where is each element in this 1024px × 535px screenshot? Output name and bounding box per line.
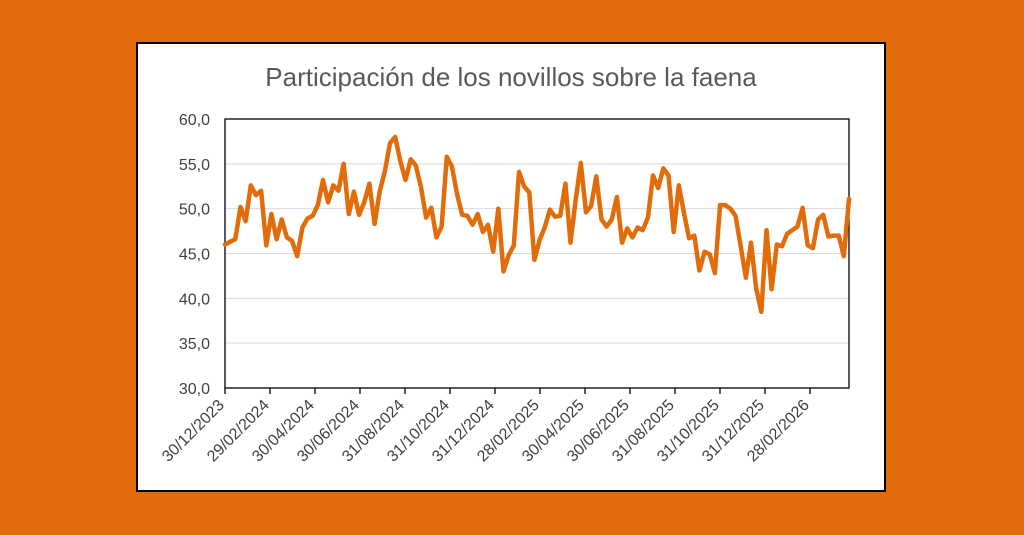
y-tick-label: 30,0 (179, 381, 210, 398)
plot-area-border (224, 118, 850, 389)
series-line (222, 134, 852, 315)
y-axis-ticks: 30,0 35,0 40,0 45,0 50,0 55,0 60,0 (179, 112, 210, 398)
line-chart: Participación de los novillos sobre la f… (159, 62, 852, 465)
y-tick-label: 55,0 (179, 157, 210, 174)
gridlines (225, 118, 849, 344)
y-tick-label: 45,0 (179, 247, 210, 264)
x-axis-ticks: 30/12/202329/02/202430/04/202430/06/2024… (159, 388, 813, 465)
chart-title: Participación de los novillos sobre la f… (265, 62, 757, 92)
chart-panel: Participación de los novillos sobre la f… (136, 42, 886, 492)
y-tick-label: 60,0 (179, 112, 210, 129)
y-tick-label: 40,0 (179, 291, 210, 308)
y-tick-label: 50,0 (179, 202, 210, 219)
axes (224, 118, 850, 389)
series-layer (222, 134, 852, 315)
y-tick-label: 35,0 (179, 336, 210, 353)
